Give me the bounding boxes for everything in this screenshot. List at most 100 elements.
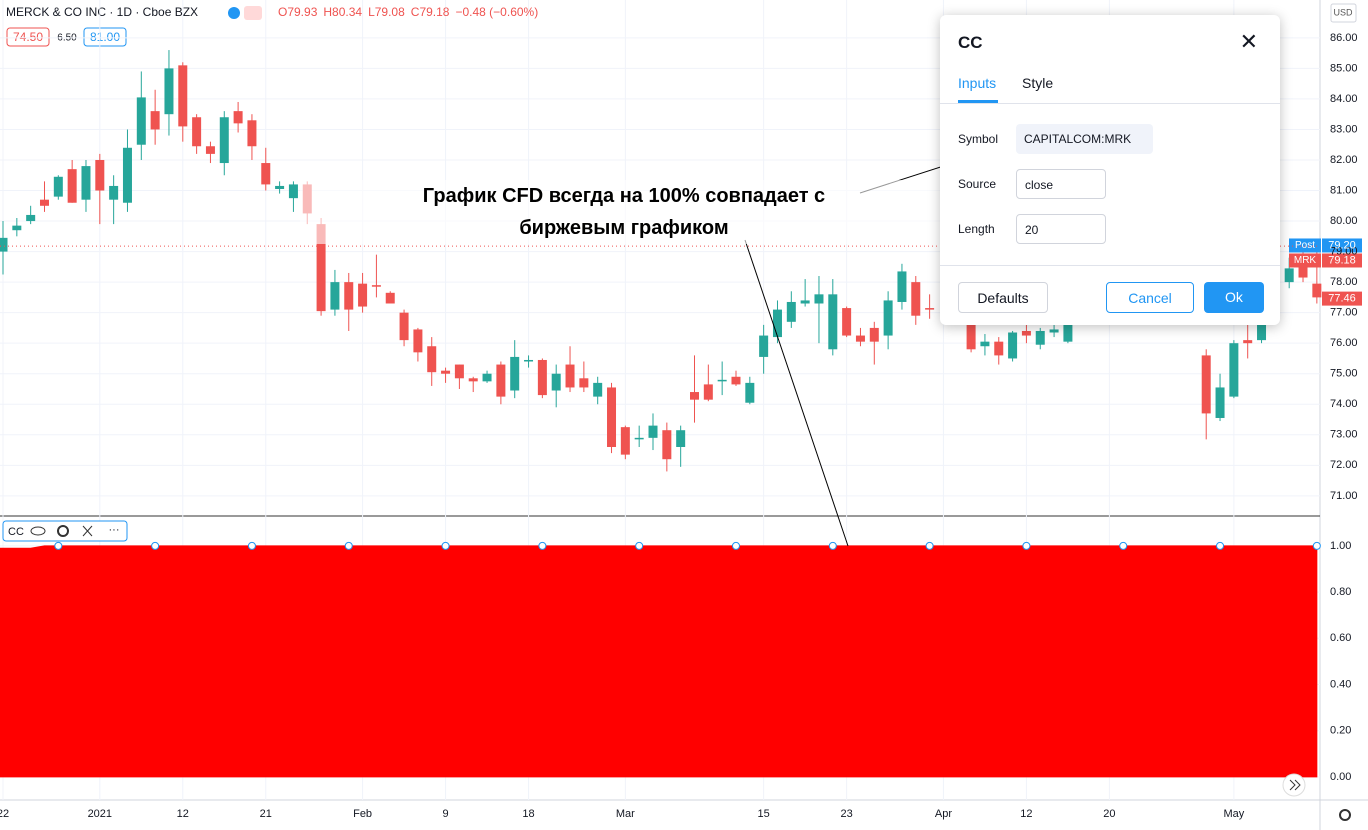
candle-body [344,282,354,310]
point [1216,541,1225,550]
y-tick-label: 0.20 [1330,725,1351,737]
candle-body [717,379,727,382]
source-select[interactable]: close [1016,169,1106,199]
price-tag-name-bg [1289,238,1321,253]
candle-body [648,425,658,438]
tab[interactable]: Inputs [958,75,997,91]
ask: 81.00 [90,30,120,44]
x-tick-label: Apr [935,808,952,820]
point [925,541,934,550]
candle-body [925,308,935,310]
x-tick-label: Mar [616,808,635,820]
candle-body [247,120,257,147]
candle-body [772,309,782,338]
candle-body [593,382,603,397]
settings-icon[interactable] [1339,809,1351,821]
bid: 74.50 [13,30,43,44]
scroll-icon [1289,779,1301,791]
candle-body [1021,330,1031,336]
candle-body [482,373,492,382]
candle-body [565,364,575,388]
point [1022,541,1031,550]
price-tag [1322,291,1362,306]
scroll-button[interactable] [1282,773,1306,797]
candle-body [537,359,547,396]
y-tick-label: 74.00 [1330,398,1358,410]
candle-body [150,111,160,130]
candle-body [745,382,755,403]
ohlc-value: H80.34 [323,5,362,19]
y-tick-label: 80.00 [1330,215,1358,227]
point [441,541,450,550]
point [344,541,353,550]
price-tag-name-bg [1289,253,1321,268]
candle-body [288,184,298,199]
point [538,541,547,550]
symbol-input[interactable]: CAPITALCOM:MRK [1016,124,1153,154]
candle-body [81,166,91,200]
candle-body [662,430,672,460]
x-tick-label: 15 [758,808,770,820]
y-tick-label: 76.00 [1330,337,1358,349]
candle-body [413,329,423,353]
candle-body [994,341,1004,356]
y-tick-label: 0.40 [1330,678,1351,690]
y-tick-label: 75.00 [1330,368,1358,380]
bid-box [6,27,50,47]
x-tick-label: 12 [1020,808,1032,820]
ok-button[interactable]: Ok [1204,282,1264,313]
candle-body [1008,332,1018,359]
x-tick-label: 9 [442,808,448,820]
candle-body [39,199,49,206]
field-label: Symbol [958,132,999,146]
candle-body [1201,355,1211,414]
candle-body [427,346,437,373]
ohlc-value: L79.08 [368,5,405,19]
candle-body [122,147,132,203]
price-tag-label: 79.20 [1328,239,1356,251]
icon [244,6,262,20]
candle-body [911,282,921,316]
cancel-button[interactable]: Cancel [1106,282,1194,313]
candle-body [759,335,769,357]
candle-body [468,378,478,382]
point [828,541,837,550]
price-tag-label: 77.46 [1328,293,1356,305]
candle-body [371,285,381,287]
candle-body [980,341,990,347]
x-tick-label: Feb [353,808,372,820]
point [247,541,256,550]
candle-body [441,370,451,374]
candle-body [275,185,285,189]
eye-icon[interactable] [30,526,46,536]
more-icon[interactable]: ··· [109,524,120,536]
ohlc-value: −0.48 (−0.60%) [455,5,538,19]
candle-body [1049,329,1059,333]
field-label: Source [958,177,997,191]
gear-icon[interactable] [57,525,69,537]
tab-indicator [958,100,998,103]
y-tick-label: 84.00 [1330,93,1358,105]
indicator-name: CC [8,526,24,538]
candle-body [496,364,506,397]
candle-body [676,430,686,447]
length-input[interactable]: 20 [1016,214,1106,244]
point [1119,541,1128,550]
x-tick-label: 18 [522,808,534,820]
candle-body [178,65,188,127]
close-icon[interactable] [82,525,93,537]
ohlc-value: C79.18 [411,5,450,19]
candle-body [454,364,464,379]
candle-body [690,392,699,400]
indicator-legend[interactable] [2,520,128,542]
tab[interactable]: Style [1022,75,1054,91]
candle-body [828,294,838,350]
y-tick-label: 82.00 [1330,154,1358,166]
candle-body [814,294,824,304]
defaults-button[interactable]: Defaults [958,282,1048,313]
area [0,545,1318,778]
candle-body [883,300,893,336]
candle-body [966,324,976,350]
dialog-close[interactable]: ✕ [1239,29,1258,54]
